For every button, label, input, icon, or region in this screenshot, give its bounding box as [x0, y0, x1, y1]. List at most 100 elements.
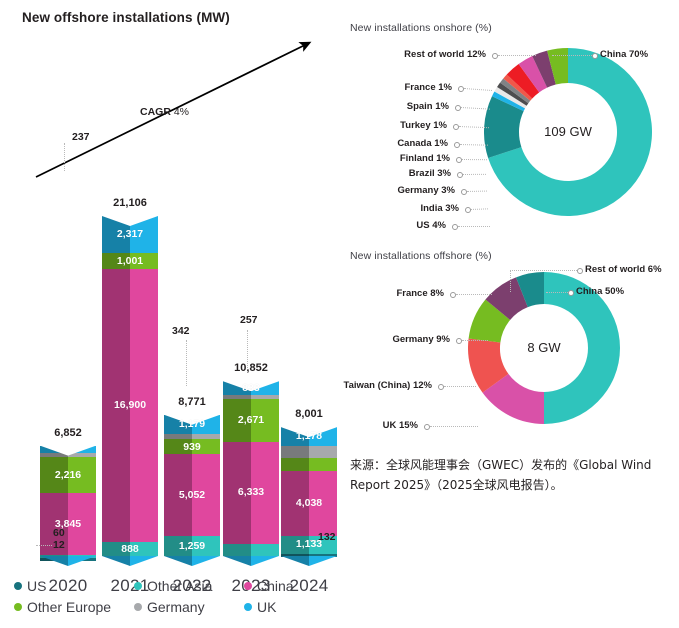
segment-shade-right	[309, 457, 337, 471]
bar-segment-2022-china: 5,052	[164, 454, 220, 536]
donut-slice-rest-of-world[interactable]	[484, 96, 524, 158]
segment-value-label: 2,317	[116, 228, 144, 241]
offshore-rest-leader-vertical	[510, 270, 511, 292]
donut-slice-china[interactable]	[488, 48, 652, 216]
donut-slice-uk[interactable]	[482, 373, 544, 424]
bar-stack-container: 2,216 3,845 6,852 2020 2,317 1,001 16,900 888 21…	[36, 131, 337, 595]
onshore-callout-leader	[458, 226, 490, 227]
bar-segment-2023-other-europe: 2,671	[223, 398, 279, 442]
donut-slice-taiwan-china-[interactable]	[468, 338, 509, 393]
source-line-2: Report 2025》（2025全球风电报告）。	[350, 478, 563, 492]
segment-shade-right	[130, 541, 158, 556]
bar-segment-2020-other-europe: 2,216	[40, 457, 96, 493]
segment-shade-left	[281, 535, 309, 554]
bar-segment-2024-us	[281, 553, 337, 557]
donut-slice-germany[interactable]	[518, 55, 548, 93]
donut-slice-us[interactable]	[547, 48, 568, 85]
segment-shade-right	[192, 454, 220, 536]
segment-value-label: 1,133	[295, 538, 323, 551]
offshore-donut-svg	[468, 272, 620, 424]
bar-segment-2022-uk: 1,179	[164, 414, 220, 434]
bar-segment-2023-china: 6,333	[223, 441, 279, 544]
onshore-donut-center-label: 109 GW	[544, 124, 592, 139]
segment-value-label: 1,001	[116, 255, 144, 268]
legend-swatch-other-europe	[14, 603, 22, 611]
bar-callout-germany-2020: 237	[72, 131, 90, 143]
offshore-callout-germany-9-: Germany 9%	[392, 334, 450, 345]
legend-item-other-asia[interactable]: Other Asia	[134, 578, 244, 594]
onshore-callout-leader	[498, 55, 536, 56]
onshore-callout-marker	[454, 142, 460, 148]
donut-slice-germany[interactable]	[468, 299, 511, 343]
bar-year-label-2021: 2021	[110, 576, 150, 595]
onshore-donut-svg	[484, 48, 652, 216]
legend-item-china[interactable]: China	[244, 578, 294, 594]
donut-slice-canada[interactable]	[500, 78, 531, 104]
donut-slice-finland[interactable]	[503, 74, 533, 101]
segment-shade-left	[223, 441, 251, 544]
segment-chevron-notch	[281, 427, 337, 438]
legend-item-uk[interactable]: UK	[244, 599, 276, 615]
segment-shade-right	[68, 457, 96, 493]
offshore-callout-france-8-: France 8%	[396, 288, 444, 299]
onshore-callout-marker-china	[592, 53, 598, 59]
segment-value-label: 1,179	[178, 417, 206, 430]
donut-slice-turkey[interactable]	[497, 82, 529, 106]
donut-slice-india[interactable]	[532, 50, 556, 88]
segment-shade-right	[251, 543, 279, 556]
bar-bottom-point	[40, 556, 96, 566]
bar-callout-leader	[247, 330, 248, 368]
segment-shade-left	[102, 541, 130, 556]
segment-shade-left	[164, 454, 192, 536]
segment-value-label: 833	[242, 381, 260, 394]
bar-segment-2021-china: 16,900	[102, 269, 158, 542]
offshore-callout-leader	[462, 340, 488, 341]
legend-item-us[interactable]: US	[14, 578, 134, 594]
donut-slice-france[interactable]	[485, 277, 528, 320]
bar-total-label-2023: 10,852	[234, 362, 268, 375]
legend-item-germany[interactable]: Germany	[134, 599, 244, 615]
donut-slice-china[interactable]	[544, 272, 620, 424]
segment-shade-right	[251, 398, 279, 442]
segment-chevron-notch	[164, 414, 220, 425]
bar-segment-2022-other-europe: 939	[164, 439, 220, 455]
bar-chart-title: New offshore installations (MW)	[22, 10, 230, 25]
bar-segment-2022-germany	[164, 433, 220, 440]
onshore-callout-brazil-3-: Brazil 3%	[408, 168, 451, 179]
bar-callout-leader	[64, 143, 65, 171]
onshore-donut-chart[interactable]: 109 GW	[484, 48, 652, 216]
offshore-donut-center-label: 8 GW	[527, 340, 561, 355]
bar-segment-2021-other-europe: 1,001	[102, 253, 158, 270]
onshore-callout-marker	[453, 124, 459, 130]
bar-total-label-2024: 8,001	[295, 408, 323, 421]
segment-shade-left	[40, 492, 68, 555]
onshore-callout-marker	[465, 207, 471, 213]
donut-slice-brazil[interactable]	[506, 64, 540, 99]
offshore-donut-title: New installations offshore (%)	[350, 250, 492, 262]
segment-shade-left	[164, 439, 192, 455]
donut-slice-france[interactable]	[491, 91, 526, 112]
bar-callout-us-2020-12: 12	[53, 539, 65, 551]
legend-row-2: Other Europe Germany UK	[14, 599, 334, 615]
onshore-callout-leader	[461, 159, 488, 161]
bar-total-label-2020: 6,852	[54, 426, 82, 439]
legend-label-us: US	[27, 578, 47, 594]
segment-value-label: 1,178	[295, 430, 323, 443]
donut-slice-spain[interactable]	[494, 86, 527, 109]
bar-segment-2024-uk: 1,178	[281, 427, 337, 447]
onshore-callout-marker	[492, 53, 498, 59]
bar-stack-2020: 2,216 3,845	[40, 445, 96, 566]
onshore-callout-france-1-: France 1%	[404, 82, 452, 93]
bar-bottom-point	[164, 556, 220, 566]
segment-shade-right	[130, 253, 158, 270]
onshore-callout-marker	[458, 86, 464, 92]
offshore-callout-leader	[430, 426, 478, 427]
offshore-donut-chart[interactable]: 8 GW	[468, 272, 620, 424]
legend-row-1: US Other Asia China	[14, 578, 334, 594]
offshore-callout-marker	[438, 384, 444, 390]
bar-stack-2021: 2,317 1,001 16,900 888	[102, 216, 158, 566]
segment-shade-left	[223, 398, 251, 442]
donut-slice-rest-of-world[interactable]	[516, 272, 544, 308]
legend-item-other-europe[interactable]: Other Europe	[14, 599, 134, 615]
source-note: 来源：全球风能理事会（GWEC）发布的《Global Wind Report 2…	[350, 455, 675, 495]
